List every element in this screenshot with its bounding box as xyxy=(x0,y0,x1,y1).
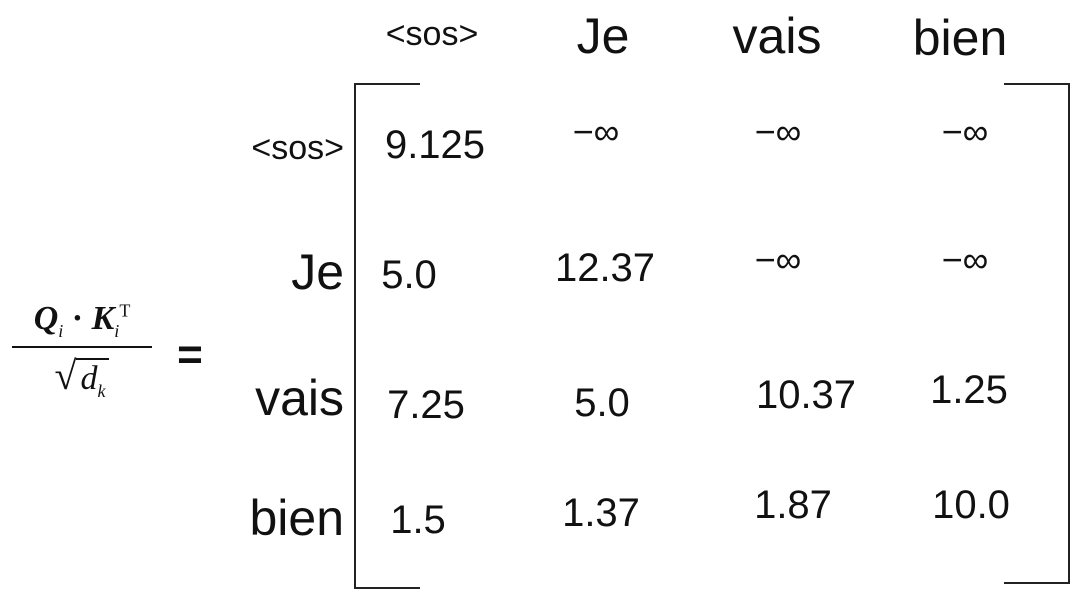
q-symbol: Q xyxy=(33,300,59,337)
scaled-dot-product-formula: Qi · KiT √ dk xyxy=(12,300,152,402)
matrix-cell: 1.25 xyxy=(930,368,1008,412)
row-label: bien xyxy=(249,490,344,546)
matrix-cell: −∞ xyxy=(572,111,620,152)
row-label: <sos> xyxy=(251,129,344,167)
row-label: vais xyxy=(255,370,344,426)
matrix-cell: 5.0 xyxy=(574,381,630,425)
matrix-cell: 12.37 xyxy=(554,246,656,290)
column-header: <sos> xyxy=(385,15,479,53)
matrix-cell: 10.37 xyxy=(755,373,857,417)
matrix-cell: 1.37 xyxy=(562,491,640,535)
k-subscript: i xyxy=(114,320,120,341)
matrix-cell: 5.0 xyxy=(381,253,437,297)
matrix-cell: −∞ xyxy=(754,239,802,280)
sqrt-icon: √ xyxy=(54,352,77,398)
matrix-cell: 10.0 xyxy=(932,483,1010,527)
formula-numerator: Qi · KiT xyxy=(12,300,152,348)
left-matrix-bracket xyxy=(354,83,420,589)
equals-sign: = xyxy=(177,330,203,379)
transpose-superscript: T xyxy=(119,300,131,321)
dot-symbol: · xyxy=(71,300,84,337)
right-matrix-bracket xyxy=(1004,83,1070,584)
matrix-cell: −∞ xyxy=(941,239,989,280)
d-symbol: d xyxy=(80,359,98,397)
matrix-cell: 7.25 xyxy=(387,383,465,427)
column-header: bien xyxy=(912,10,1008,66)
formula-denominator: √ dk xyxy=(12,352,152,402)
matrix-cell: −∞ xyxy=(754,111,802,152)
matrix-cell: −∞ xyxy=(941,111,989,152)
column-header: Je xyxy=(576,8,630,64)
k-symbol: K xyxy=(91,300,115,337)
matrix-cell: 1.87 xyxy=(754,483,832,527)
row-label: Je xyxy=(291,244,344,300)
matrix-cell: 1.5 xyxy=(390,498,446,542)
q-subscript: i xyxy=(58,320,64,341)
matrix-cell: 9.125 xyxy=(384,123,486,167)
d-subscript: k xyxy=(97,380,106,401)
column-header: vais xyxy=(732,8,822,64)
